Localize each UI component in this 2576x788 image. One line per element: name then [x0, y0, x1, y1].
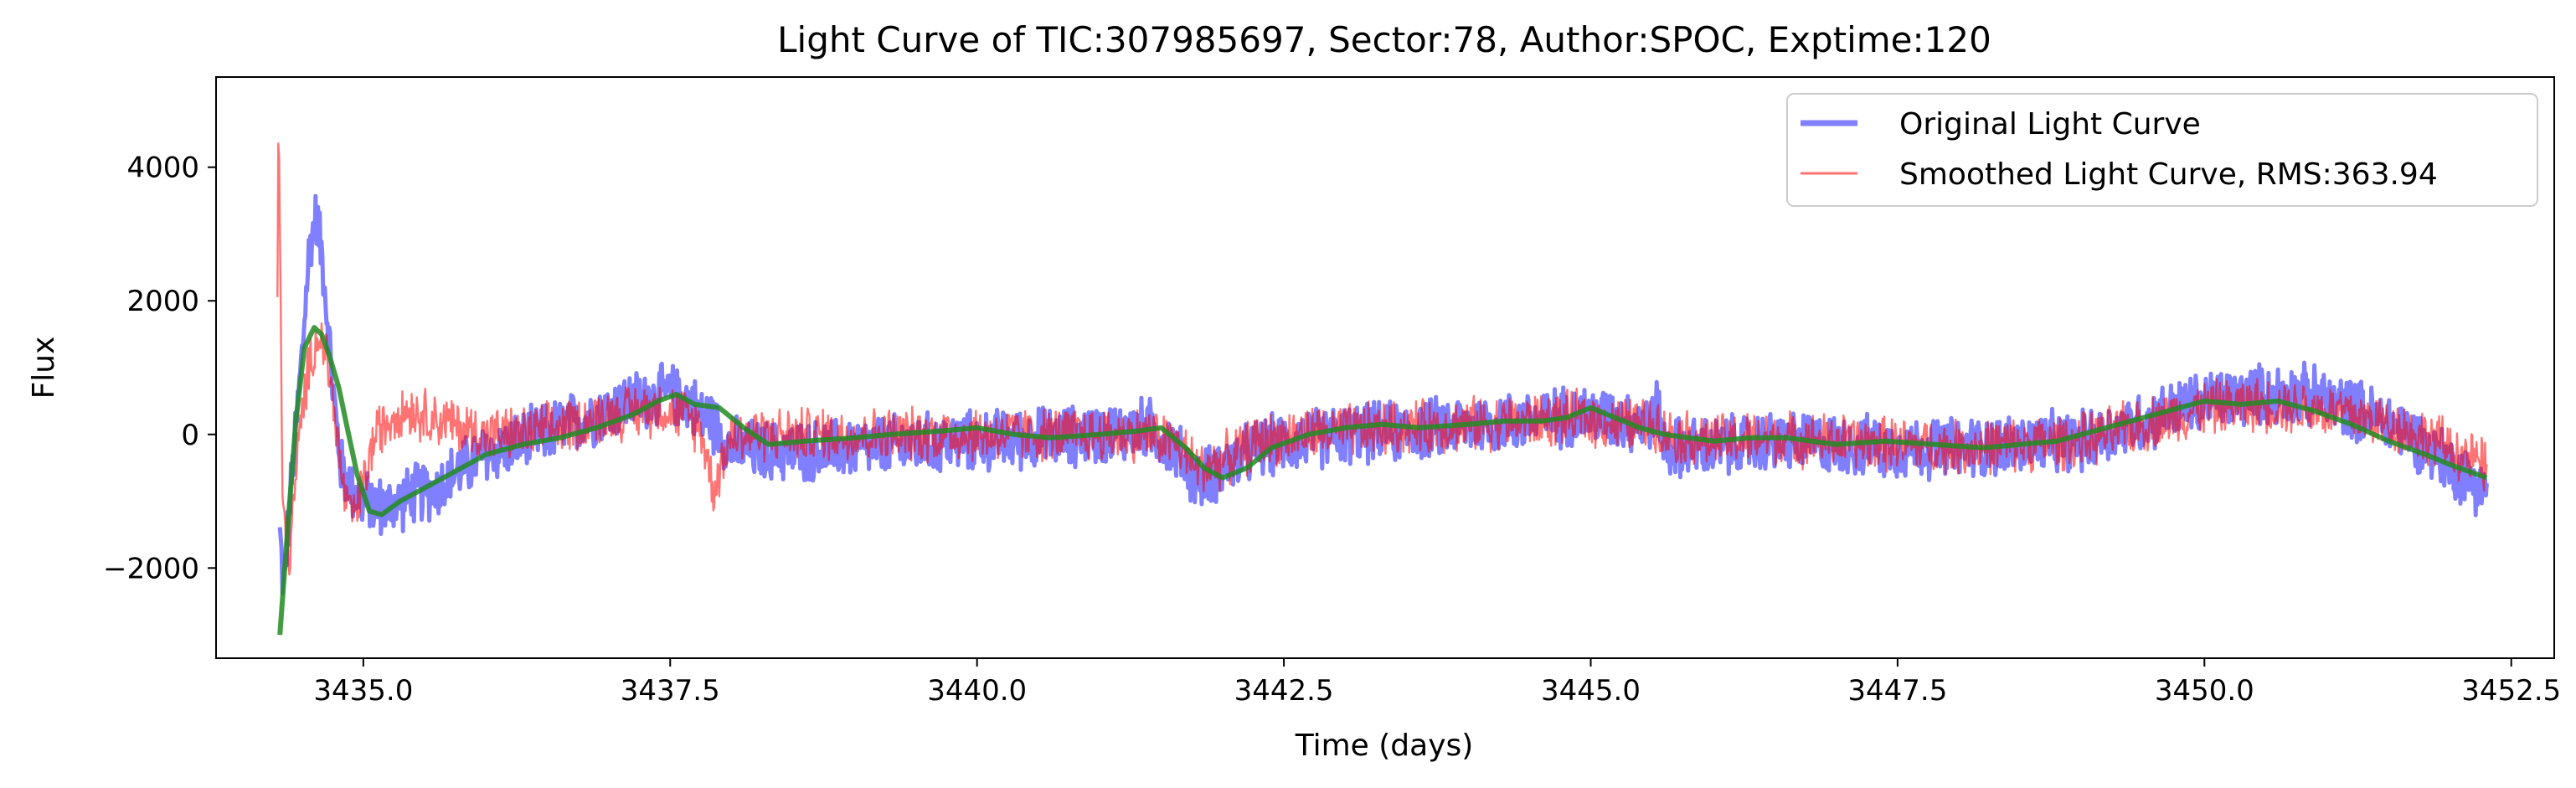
x-tick-label: 3440.0: [927, 674, 1027, 708]
y-axis: −2000 0 2000 4000: [103, 152, 216, 585]
y-tick-label: 4000: [126, 152, 199, 185]
y-tick-label: 2000: [126, 285, 199, 318]
x-axis-label: Time (days): [1295, 729, 1474, 763]
y-tick-label: 0: [181, 419, 199, 452]
plot-frame: [215, 76, 2555, 659]
x-tick-label: 3450.0: [2155, 674, 2254, 708]
x-tick-label: 3437.5: [621, 674, 720, 708]
chart-title: Light Curve of TIC:307985697, Sector:78,…: [777, 19, 1991, 60]
legend-label-smoothed: Smoothed Light Curve, RMS:363.94: [1899, 157, 2438, 192]
x-tick-label: 3452.5: [2461, 674, 2561, 708]
legend-box: [1786, 93, 2538, 207]
legend-label-original: Original Light Curve: [1899, 107, 2201, 142]
trend-line: [277, 325, 2488, 636]
x-tick-label: 3442.5: [1234, 674, 1334, 708]
series-layer: [276, 142, 2489, 636]
x-tick-label: 3447.5: [1847, 674, 1947, 708]
legend: Original Light Curve Smoothed Light Curv…: [1786, 93, 2538, 207]
original-light-curve-line: [277, 193, 2489, 595]
smoothed-light-curve-line: [276, 142, 2488, 576]
y-axis-label: Flux: [27, 337, 61, 399]
x-tick-label: 3435.0: [313, 674, 413, 708]
y-tick-label: −2000: [103, 552, 199, 585]
x-tick-label: 3445.0: [1541, 674, 1641, 708]
x-axis: 3435.0 3437.5 3440.0 3442.5 3445.0 3447.5 3450…: [313, 658, 2561, 708]
